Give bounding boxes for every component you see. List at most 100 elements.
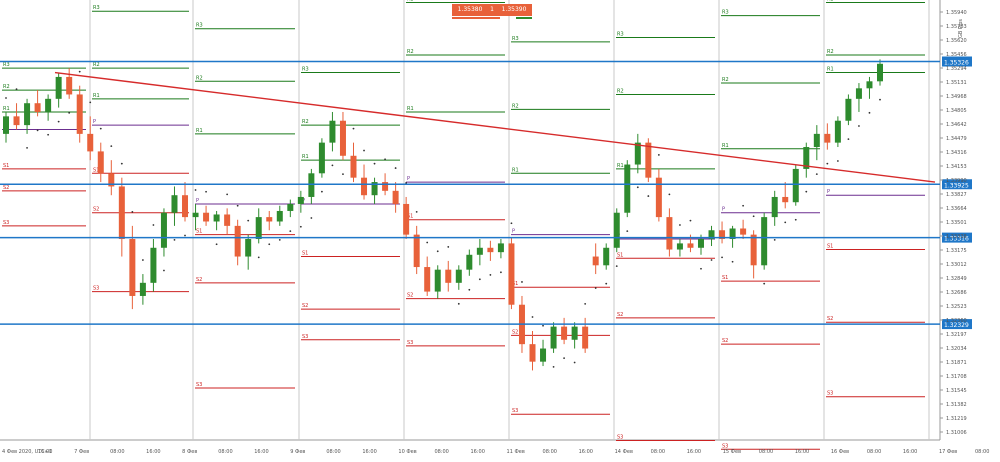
sar-dot xyxy=(500,271,502,274)
y-tick-label: 1.32686 xyxy=(946,290,967,296)
pivot-label-r2: R2 xyxy=(617,88,624,94)
buy-button[interactable]: 1.35390 xyxy=(496,4,532,16)
sar-dot xyxy=(47,133,50,136)
pivot-label-s3: S3 xyxy=(93,286,99,292)
pivot-label-r2: R2 xyxy=(512,103,519,109)
x-tick-label: 16 Фев xyxy=(831,449,849,455)
x-tick-label: 11 Фев xyxy=(507,449,525,455)
y-tick-label: 1.33501 xyxy=(946,220,967,226)
trend-line[interactable] xyxy=(54,71,936,183)
sar-dot xyxy=(26,146,28,149)
pivot-label-s2: S2 xyxy=(827,316,833,322)
pivot-label-s2: S2 xyxy=(196,277,202,283)
price-tag-bg xyxy=(942,319,972,330)
candle-body xyxy=(66,76,73,95)
x-tick-label: 08:00 xyxy=(326,449,340,455)
sell-button[interactable]: 1.35380 xyxy=(452,4,488,16)
sar-dot xyxy=(57,120,60,123)
candle-body xyxy=(87,133,94,152)
sar-dot xyxy=(257,256,260,259)
x-tick-label: 08:00 xyxy=(218,449,232,455)
pivot-label-r1: R1 xyxy=(196,128,203,134)
y-tick-label: 1.33990 xyxy=(946,178,967,184)
y-tick-label: 1.34805 xyxy=(946,108,967,114)
candle-body xyxy=(487,247,494,253)
sar-dot xyxy=(247,219,250,222)
x-tick-label: 4 Фев 2020, UTC+1 xyxy=(2,449,52,455)
sar-dot xyxy=(626,230,629,233)
pivot-label-r3: R3 xyxy=(3,62,10,68)
candle-body xyxy=(613,212,620,248)
pivot-label-s2: S2 xyxy=(302,303,308,309)
y-tick-label: 1.33338 xyxy=(946,234,967,240)
candle-body xyxy=(350,155,357,178)
pivot-label-r1: R1 xyxy=(93,93,100,99)
sar-dot xyxy=(689,219,692,222)
candle-body xyxy=(139,282,146,296)
x-tick-label: 08:00 xyxy=(434,449,448,455)
side-label: GB Pips xyxy=(958,19,964,38)
candle-body xyxy=(424,267,431,292)
x-tick-label: 16:00 xyxy=(470,449,484,455)
sar-dot xyxy=(489,274,492,276)
pivot-label-s3: S3 xyxy=(617,435,623,441)
sar-dot xyxy=(184,234,186,237)
pivot-label-s3: S3 xyxy=(722,443,728,449)
sar-dot xyxy=(141,259,144,261)
sar-dot xyxy=(78,70,81,73)
x-tick-label: 08:00 xyxy=(759,449,773,455)
sar-dot xyxy=(721,256,723,259)
sar-dot xyxy=(405,182,408,184)
y-tick-label: 1.34316 xyxy=(946,150,967,156)
sar-dot xyxy=(521,281,523,283)
candle-body xyxy=(529,344,536,362)
sar-dot xyxy=(679,224,681,226)
sar-dot xyxy=(605,282,608,285)
price-tag-label: 1.33925 xyxy=(944,182,969,189)
sar-dot xyxy=(847,138,850,141)
candle-body xyxy=(782,196,789,203)
y-tick-label: 1.33012 xyxy=(946,262,967,268)
sar-dot xyxy=(879,98,881,101)
pivot-label-s3: S3 xyxy=(827,391,833,397)
sar-dot xyxy=(331,164,334,167)
sar-dot xyxy=(742,204,745,207)
x-tick-label: 8 Фев xyxy=(182,449,197,455)
candle-body xyxy=(697,239,704,248)
pivot-label-r2: R2 xyxy=(407,49,414,55)
pivot-label-r3: R3 xyxy=(93,5,100,11)
pivot-label-r2: R2 xyxy=(3,84,10,90)
y-tick-label: 1.32034 xyxy=(946,346,967,352)
pivot-label-r1: R1 xyxy=(302,154,309,160)
pivot-label-r2: R2 xyxy=(302,119,309,125)
y-tick-label: 1.31006 xyxy=(946,430,967,436)
candle-body xyxy=(171,195,178,213)
pivot-label-s2: S2 xyxy=(3,185,9,191)
candle-body xyxy=(308,173,315,197)
sar-dot xyxy=(163,269,165,272)
sar-dot xyxy=(826,162,829,165)
sar-dot xyxy=(542,324,544,327)
sar-dot xyxy=(584,302,587,305)
pivot-label-r1: R1 xyxy=(512,167,519,173)
candle-body xyxy=(76,94,83,134)
candle-body xyxy=(245,239,252,257)
y-tick-label: 1.32197 xyxy=(946,332,967,338)
candle-body xyxy=(361,177,368,196)
sar-dot xyxy=(436,250,439,253)
x-tick-label: 7 Фев xyxy=(74,449,89,455)
sar-dot xyxy=(342,173,344,176)
sar-dot xyxy=(573,361,576,364)
y-tick-label: 1.33664 xyxy=(946,206,967,212)
pivot-label-r3: R3 xyxy=(617,31,624,37)
sar-dot xyxy=(657,154,660,156)
pivot-label-s1: S1 xyxy=(3,163,9,169)
candle-body xyxy=(740,228,747,235)
pivot-label-r3: R3 xyxy=(827,0,834,2)
candle-body xyxy=(550,326,557,349)
y-tick-label: 1.35620 xyxy=(946,38,967,44)
sar-dot xyxy=(152,224,155,226)
candle-body xyxy=(761,217,768,266)
